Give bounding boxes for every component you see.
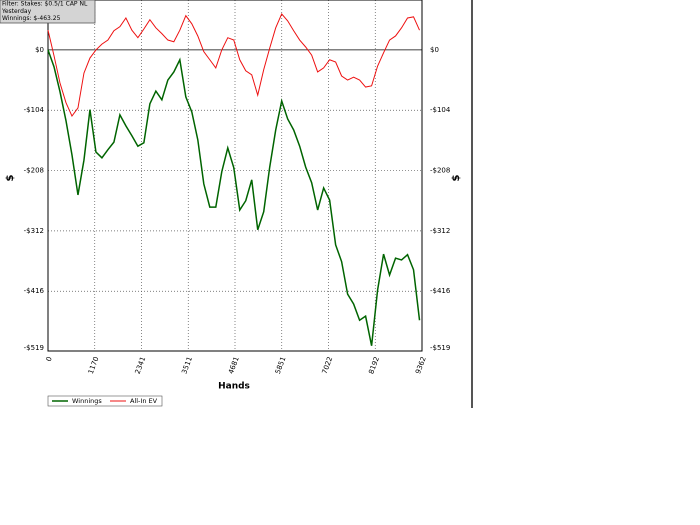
y-axis-title: $ <box>5 174 16 181</box>
y-tick-label: -$312 <box>24 227 44 235</box>
y-axis-title-right: $ <box>451 174 462 181</box>
y-tick-label-right: -$519 <box>430 344 450 352</box>
info-box <box>0 0 96 24</box>
y-tick-label: -$519 <box>24 344 44 352</box>
y-tick-label-right: -$208 <box>430 167 450 175</box>
info-text: Winnings: $-463.25 <box>2 15 61 22</box>
info-text: Filter: Stakes: $0.5/1 CAP NL <box>2 1 88 8</box>
plot-border <box>47 0 423 352</box>
y-tick-label-right: -$416 <box>430 287 451 295</box>
x-tick-label: 0 <box>45 356 54 363</box>
legend-label: All-In EV <box>130 397 158 405</box>
y-tick-label: -$104 <box>24 106 45 114</box>
x-axis-title: Hands <box>218 382 250 392</box>
y-tick-label: $0 <box>35 46 44 54</box>
series-line <box>47 49 421 346</box>
legend-box <box>47 395 163 407</box>
y-tick-label-right: -$312 <box>430 227 450 235</box>
info-text: Yesterday <box>1 8 32 15</box>
y-tick-label-right: -$104 <box>430 106 451 114</box>
legend-label: Winnings <box>72 397 102 405</box>
y-tick-label: -$416 <box>24 287 45 295</box>
y-tick-label: -$208 <box>24 167 44 175</box>
series-line <box>47 12 420 118</box>
y-tick-label-right: $0 <box>430 46 439 54</box>
